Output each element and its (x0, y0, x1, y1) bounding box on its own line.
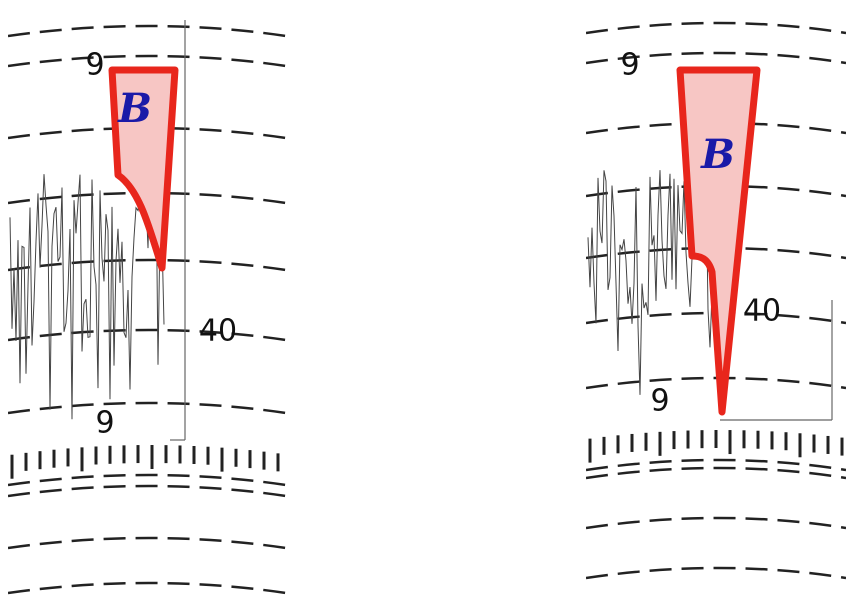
grid-arc (8, 260, 286, 270)
grid-arc (8, 538, 286, 548)
grid-arc (586, 378, 846, 388)
top-label: 9 (620, 48, 639, 83)
figure: 9409B 9409B (0, 0, 846, 599)
grid-arc (586, 468, 846, 478)
bottom-label: 9 (95, 406, 114, 441)
mid-label: 40 (743, 294, 781, 329)
grid-arc (586, 568, 846, 578)
scale-arc (8, 475, 286, 485)
grid-arc (8, 486, 286, 496)
grid-arc (586, 518, 846, 528)
top-label: 9 (85, 48, 104, 83)
grid-arc (8, 56, 286, 66)
grid-arc (586, 23, 846, 33)
mid-label: 40 (199, 314, 237, 349)
badge: B (117, 85, 152, 132)
badge: B (700, 131, 735, 178)
grid-arc (8, 26, 286, 36)
bottom-label: 9 (650, 384, 669, 419)
panel-after: 9 40 9 B (586, 23, 846, 578)
grid-arc (8, 583, 286, 593)
highlight-shape (680, 70, 757, 412)
